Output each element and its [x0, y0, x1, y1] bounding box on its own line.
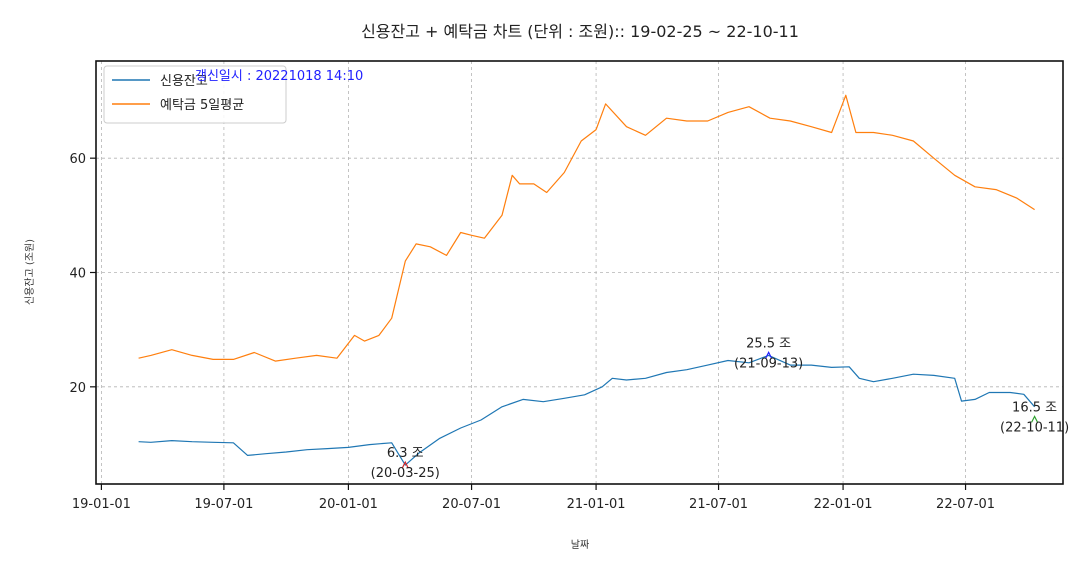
annotation-date: (20-03-25) [371, 466, 440, 481]
chart-title: 신용잔고 + 예탁금 차트 (단위 : 조원):: 19-02-25 ~ 22-… [361, 22, 799, 41]
x-tick-label: 19-01-01 [72, 497, 131, 512]
y-tick-label: 40 [69, 267, 86, 282]
series-group [138, 94, 1036, 466]
y-axis-label: 신용잔고 (조원) [24, 239, 36, 305]
x-tick-label: 22-01-01 [814, 497, 873, 512]
series-line-credit [138, 354, 1036, 466]
x-tick-label: 21-01-01 [567, 497, 626, 512]
annotation-group: 6.3 조 (20-03-25) 25.5 조 (21-09-13) 16.5 조 (22… [371, 336, 1069, 481]
y-axis-ticks: 20 40 60 [69, 152, 96, 396]
annotation-marker [401, 460, 409, 469]
annotation-marker [765, 351, 773, 359]
series-line-deposit [138, 94, 1035, 362]
legend: 신용잔고 예탁금 5일평균 [103, 65, 287, 124]
x-tick-label: 22-07-01 [936, 497, 995, 512]
legend-label-credit: 신용잔고 [160, 74, 208, 89]
y-tick-label: 20 [69, 381, 86, 396]
update-timestamp: 갱신일시 : 20221018 14:10 [195, 69, 363, 84]
x-axis-ticks: 19-01-01 19-07-01 20-01-01 20-07-01 21-01-01… [72, 484, 995, 512]
x-tick-label: 21-07-01 [689, 497, 748, 512]
annotation-value: 25.5 조 [746, 336, 791, 351]
x-tick-label: 20-01-01 [319, 497, 378, 512]
y-tick-label: 60 [69, 152, 86, 167]
annotation-value: 16.5 조 [1012, 400, 1057, 415]
annotation-marker [1031, 415, 1039, 423]
x-axis-label: 날짜 [571, 539, 589, 551]
grid-lines [96, 61, 1063, 484]
legend-label-deposit: 예탁금 5일평균 [160, 98, 244, 113]
annotation-date: (21-09-13) [734, 356, 803, 371]
x-tick-label: 20-07-01 [442, 497, 501, 512]
annotation-date: (22-10-11) [1000, 420, 1069, 435]
annotation-value: 6.3 조 [387, 446, 424, 461]
x-tick-label: 19-07-01 [194, 497, 253, 512]
